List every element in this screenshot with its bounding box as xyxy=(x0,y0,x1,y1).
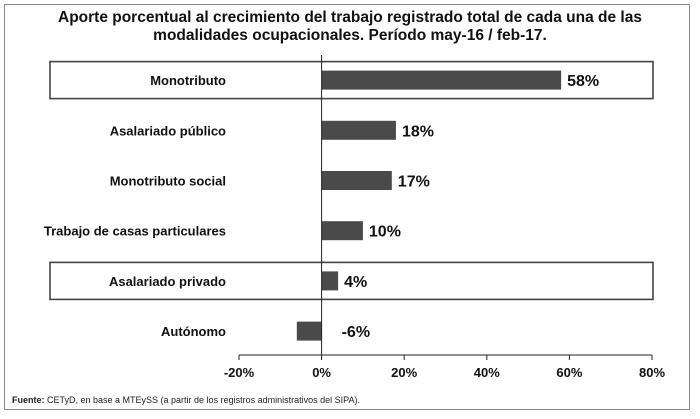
data-label-trabajo-de-casas-particulares: 10% xyxy=(369,224,401,241)
x-tick-label-4: 60% xyxy=(556,365,582,380)
data-label-monotributo-social: 17% xyxy=(398,174,430,191)
bar-asalariado-publico xyxy=(321,120,396,140)
bar-monotributo xyxy=(321,70,562,90)
chart-title-line-2: modalidades ocupacionales. Período may-1… xyxy=(153,27,547,44)
category-label-asalariado-publico: Asalariado público xyxy=(110,123,226,138)
bar-monotributo-social xyxy=(321,171,392,190)
chart-frame xyxy=(4,4,690,410)
chart-title-line-1: Aporte porcentual al crecimiento del tra… xyxy=(58,9,642,26)
x-tick-label-0: -20% xyxy=(224,365,255,380)
source-label: Fuente: xyxy=(12,395,45,405)
category-label-monotributo-social: Monotributo social xyxy=(110,174,226,189)
bar-trabajo-de-casas-particulares xyxy=(321,221,363,241)
category-label-autonomo: Autónomo xyxy=(161,324,226,339)
x-tick-label-3: 40% xyxy=(474,365,500,380)
category-label-asalariado-privado: Asalariado privado xyxy=(109,274,226,289)
chart-title: Aporte porcentual al crecimiento del tra… xyxy=(10,9,690,45)
data-label-autonomo: -6% xyxy=(342,324,370,341)
bar-asalariado-privado xyxy=(321,271,339,291)
data-label-monotributo: 58% xyxy=(567,73,599,90)
x-tick-label-2: 20% xyxy=(391,365,417,380)
data-label-asalariado-publico: 18% xyxy=(402,123,434,140)
source-note: Fuente: CETyD, en base a MTEySS (a parti… xyxy=(12,395,360,405)
x-tick-label-1: 0% xyxy=(312,365,331,380)
bar-autonomo xyxy=(296,321,322,341)
data-label-asalariado-privado: 4% xyxy=(344,274,367,291)
category-label-monotributo: Monotributo xyxy=(150,73,226,88)
x-tick-label-5: 80% xyxy=(639,365,665,380)
source-text: CETyD, en base a MTEySS (a partir de los… xyxy=(44,395,360,405)
highlight-box-asalariado-privado xyxy=(49,261,654,301)
category-label-trabajo-de-casas-particulares: Trabajo de casas particulares xyxy=(44,224,226,239)
highlight-box-monotributo xyxy=(49,60,654,100)
